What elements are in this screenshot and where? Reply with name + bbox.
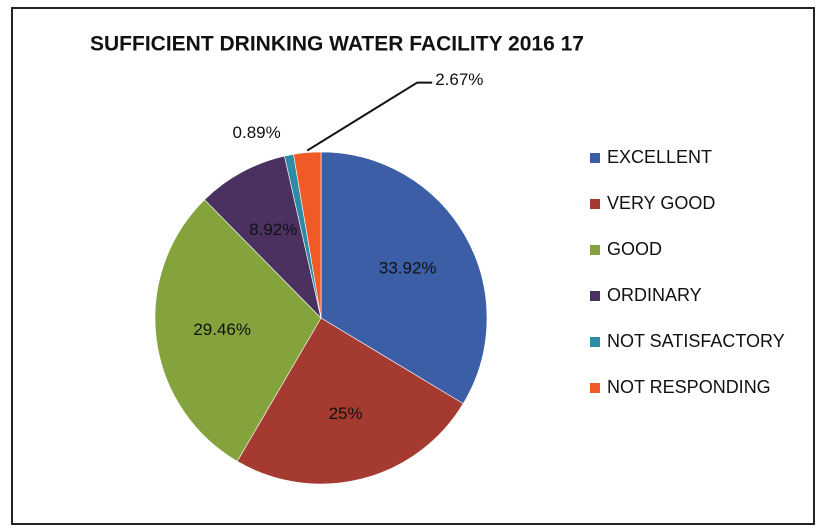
- legend-label: NOT RESPONDING: [607, 377, 771, 397]
- data-label: 0.89%: [233, 123, 281, 142]
- legend-swatch: [590, 153, 600, 163]
- data-label: 25%: [329, 404, 363, 423]
- data-label: 33.92%: [379, 258, 437, 277]
- data-label: 2.67%: [435, 70, 483, 89]
- pie-slice: [293, 151, 322, 319]
- legend-label: EXCELLENT: [607, 147, 712, 167]
- data-label: 8.92%: [249, 220, 297, 239]
- pie-slice: [154, 199, 322, 462]
- legend-swatch: [590, 199, 600, 209]
- leader-line: [306, 81, 433, 152]
- legend-label: VERY GOOD: [607, 193, 715, 213]
- legend-label: GOOD: [607, 239, 662, 259]
- pie-slice: [320, 151, 488, 405]
- legend-swatch: [590, 337, 600, 347]
- legend-swatch: [590, 383, 600, 393]
- pie-slice: [204, 155, 322, 319]
- pie-slice: [236, 317, 464, 485]
- legend-label: ORDINARY: [607, 285, 702, 305]
- chart-title: SUFFICIENT DRINKING WATER FACILITY 2016 …: [90, 33, 584, 56]
- legend-label: NOT SATISFACTORY: [607, 331, 785, 351]
- data-label: 29.46%: [193, 320, 251, 339]
- legend-swatch: [590, 245, 600, 255]
- legend-swatch: [590, 291, 600, 301]
